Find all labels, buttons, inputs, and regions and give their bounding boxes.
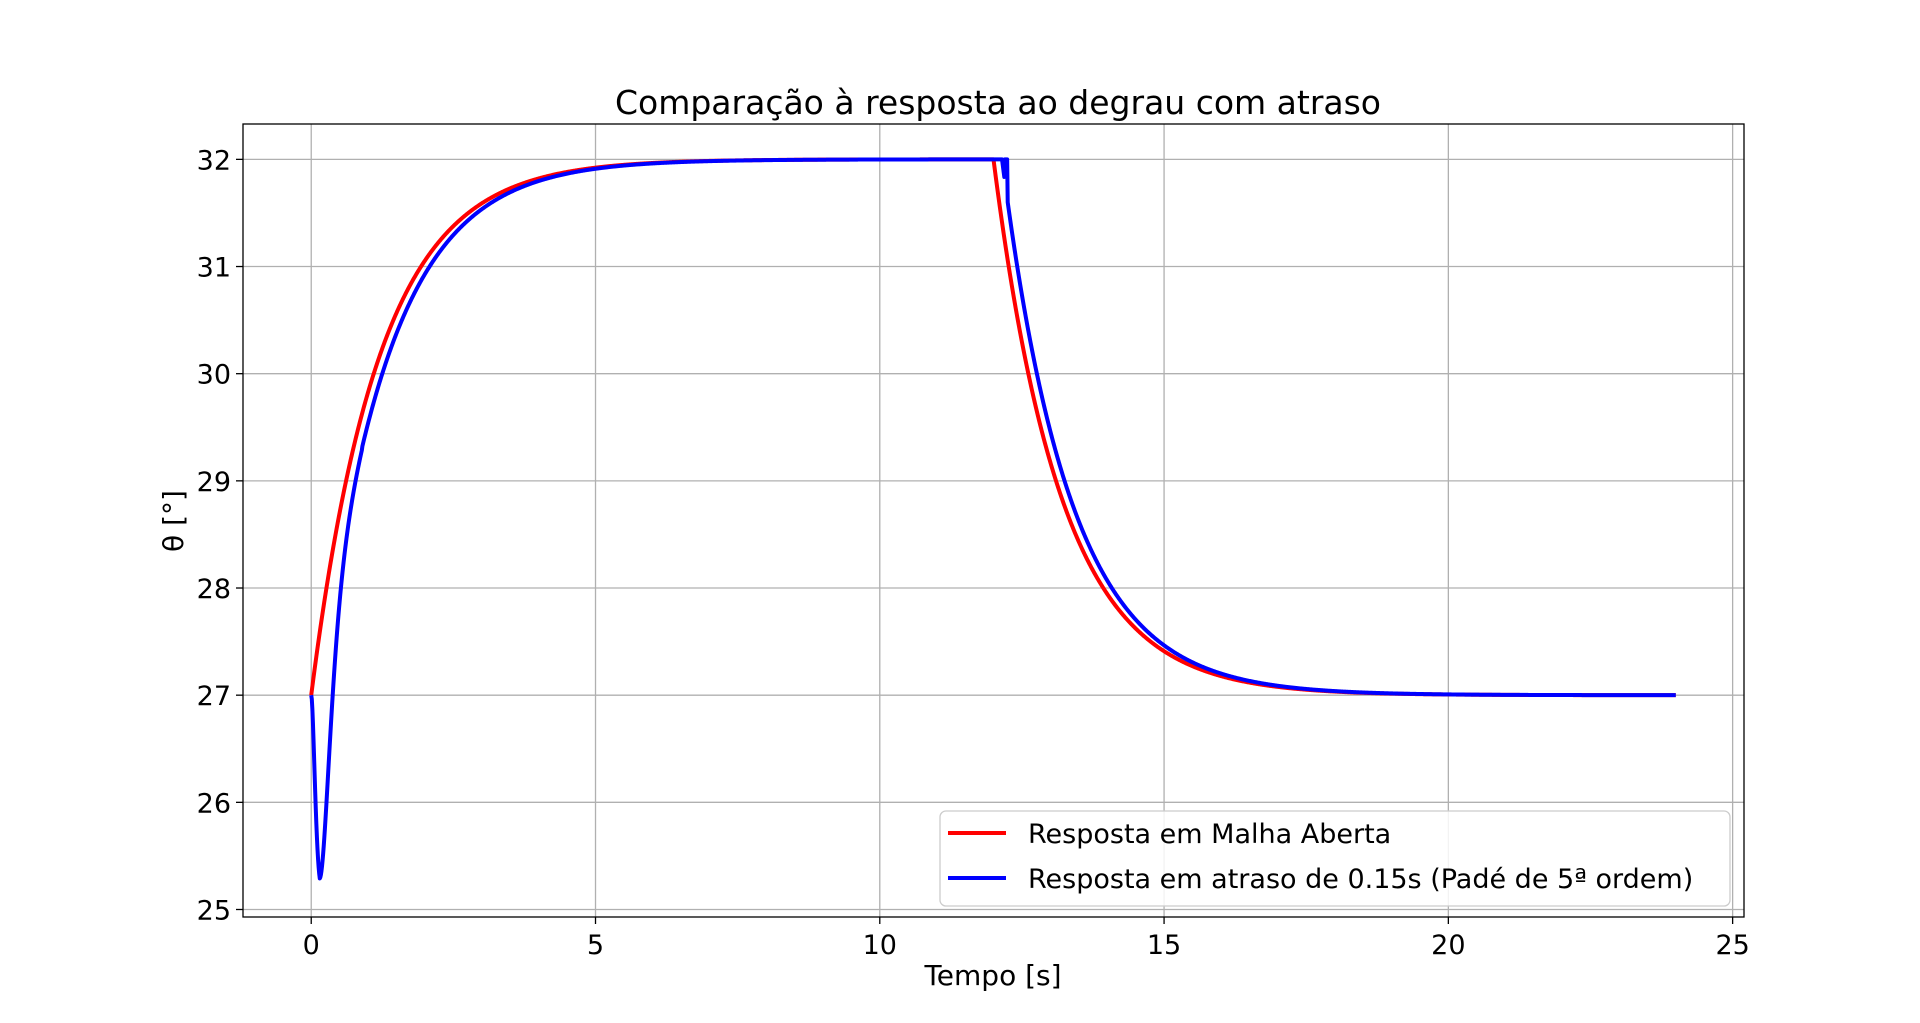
grid — [243, 124, 1744, 917]
x-ticks: 0 5 10 15 20 25 — [303, 917, 1750, 961]
x-tick-label-1: 5 — [587, 930, 604, 961]
series-lines — [309, 157, 1678, 881]
legend: Resposta em Malha Aberta Resposta em atr… — [939, 810, 1731, 907]
x-tick-label-3: 15 — [1147, 930, 1181, 961]
y-axis-label: θ [°] — [157, 490, 190, 552]
series-line-1 — [309, 157, 1678, 698]
y-tick-label-0: 25 — [197, 895, 231, 926]
y-tick-label-3: 28 — [197, 574, 231, 605]
x-tick-label-5: 25 — [1715, 930, 1749, 961]
legend-label-series-2: Resposta em atraso de 0.15s (Padé de 5ª … — [1028, 864, 1693, 895]
y-ticks: 25 26 27 28 29 30 31 32 — [197, 145, 243, 926]
y-tick-label-6: 31 — [197, 253, 231, 284]
x-axis-label: Tempo [s] — [923, 959, 1061, 992]
y-tick-label-2: 27 — [197, 681, 231, 712]
x-tick-label-2: 10 — [863, 930, 897, 961]
y-tick-label-1: 26 — [197, 788, 231, 819]
series-line-2 — [309, 157, 1678, 881]
y-tick-label-7: 32 — [197, 145, 231, 176]
y-tick-label-4: 29 — [197, 467, 231, 498]
plot-area-frame — [242, 123, 1745, 918]
legend-label-series-1: Resposta em Malha Aberta — [1028, 819, 1391, 850]
y-tick-label-5: 30 — [197, 360, 231, 391]
x-tick-label-4: 20 — [1431, 930, 1465, 961]
chart-title: Comparação à resposta ao degrau com atra… — [615, 83, 1381, 122]
x-tick-label-0: 0 — [303, 930, 320, 961]
legend-box — [939, 810, 1731, 907]
